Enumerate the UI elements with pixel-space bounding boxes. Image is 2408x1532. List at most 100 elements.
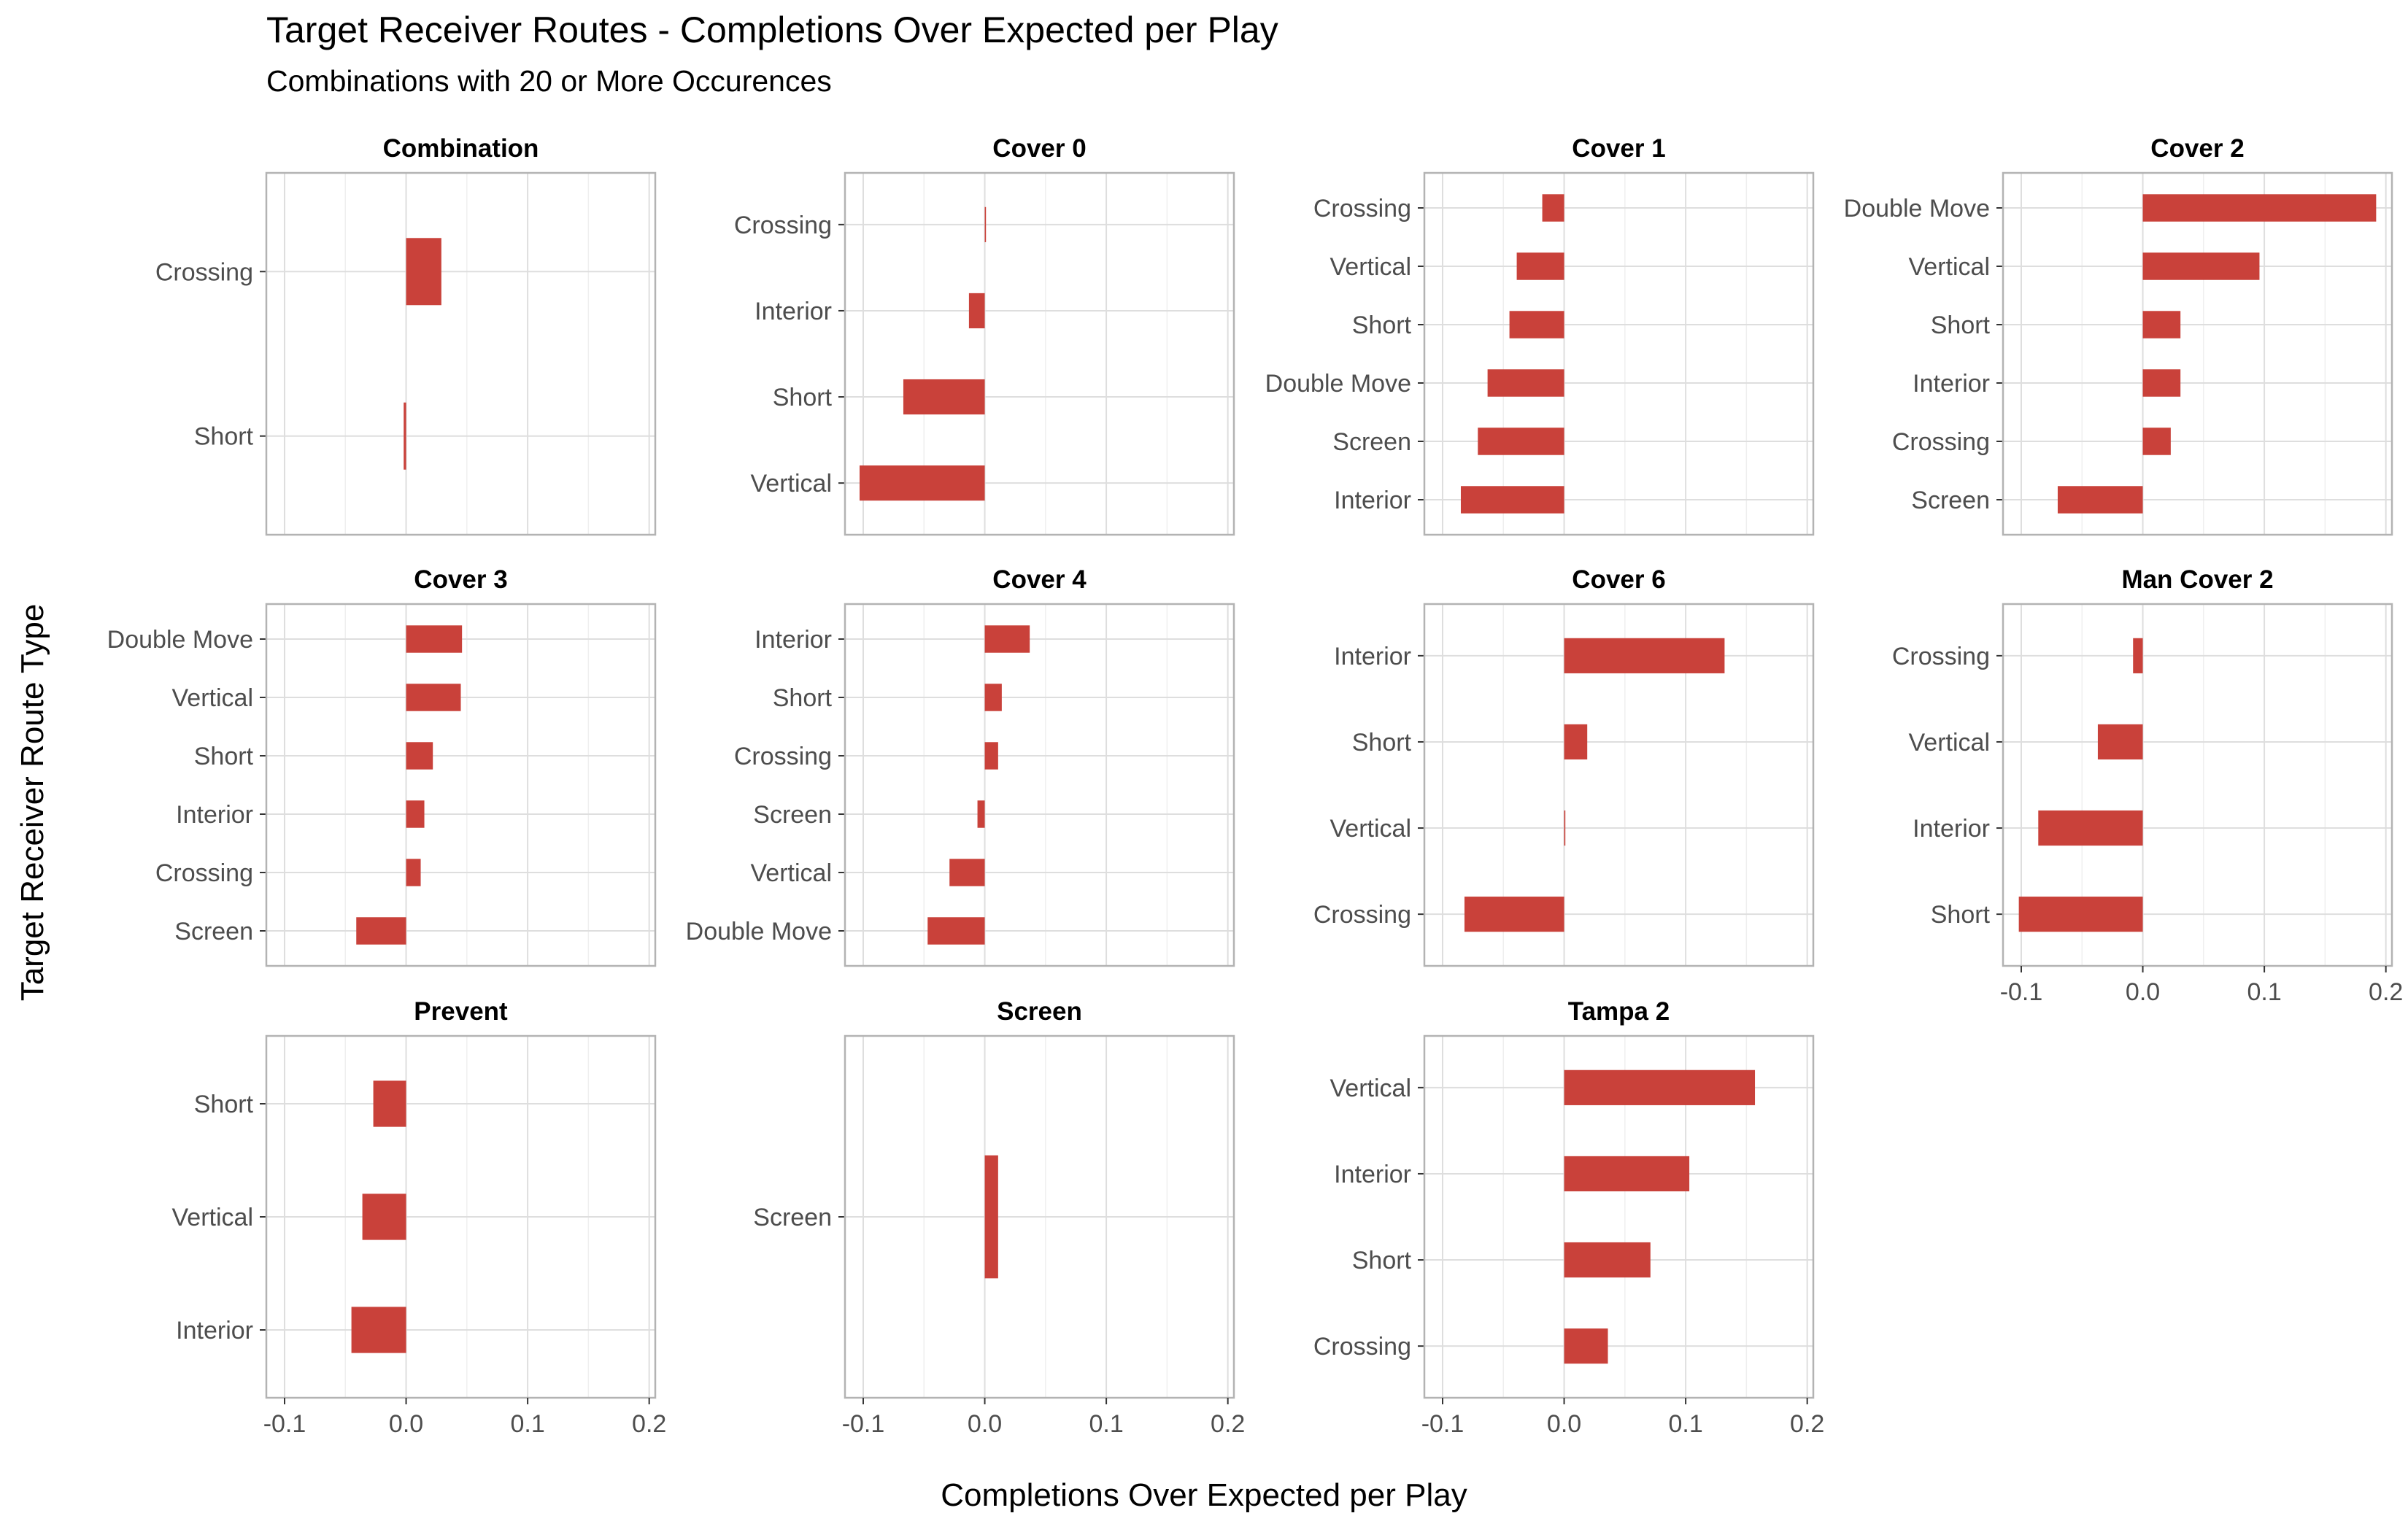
panel-man-cover-2-bar-interior bbox=[2038, 810, 2143, 846]
panel-screen-bar-screen bbox=[984, 1155, 998, 1279]
panel-cover-6-bar-crossing bbox=[1464, 897, 1564, 932]
panel-tampa-2-y-tick-label-crossing: Crossing bbox=[1313, 1333, 1411, 1361]
panel-cover-0-strip-label: Cover 0 bbox=[992, 134, 1086, 163]
panel-cover-3-bar-vertical bbox=[406, 684, 461, 711]
panel-cover-3-bar-screen bbox=[356, 917, 406, 945]
panel-cover-1: Cover 1 Crossing Vertical Short Double Move S… bbox=[1265, 134, 1815, 536]
chart-subtitle: Combinations with 20 or More Occurences bbox=[266, 64, 832, 98]
panel-cover-0-y-tick-label-short: Short bbox=[773, 384, 833, 411]
panel-prevent-bar-short bbox=[373, 1080, 406, 1127]
panel-combination-border bbox=[265, 171, 657, 536]
panel-prevent-x-tick-label-3: 0.2 bbox=[632, 1410, 666, 1438]
panel-tampa-2-border bbox=[1423, 1034, 1815, 1399]
panel-man-cover-2-x-tick-label-1: 0.0 bbox=[2126, 978, 2160, 1006]
panel-cover-1-y-tick-label-short: Short bbox=[1352, 312, 1412, 339]
panel-cover-4-y-tick-label-vertical: Vertical bbox=[751, 859, 833, 887]
panel-combination-y-tick-label-crossing: Crossing bbox=[155, 258, 253, 286]
panel-cover-3: Cover 3 Double Move Vertical Short Interior C… bbox=[107, 565, 657, 967]
panel-man-cover-2-x-tick-label-2: 0.1 bbox=[2247, 978, 2281, 1006]
panel-cover-4-y-tick-label-crossing: Crossing bbox=[734, 743, 832, 770]
panel-cover-1-border bbox=[1423, 171, 1815, 536]
panel-cover-6-y-tick-label-interior: Interior bbox=[1334, 643, 1411, 670]
panel-prevent-y-tick-label-short: Short bbox=[194, 1091, 254, 1118]
panel-cover-6-border bbox=[1423, 603, 1815, 967]
panel-tampa-2-y-tick-label-short: Short bbox=[1352, 1247, 1412, 1274]
panel-prevent-strip-label: Prevent bbox=[414, 997, 508, 1026]
panel-tampa-2-y-tick-label-vertical: Vertical bbox=[1330, 1075, 1412, 1102]
panel-man-cover-2-y-tick-label-short: Short bbox=[1931, 901, 1991, 929]
panel-cover-1-y-tick-label-crossing: Crossing bbox=[1313, 195, 1411, 223]
panel-cover-4-bar-interior bbox=[984, 625, 1030, 653]
panel-cover-4-bar-screen bbox=[977, 800, 985, 828]
panel-tampa-2-bar-interior bbox=[1564, 1156, 1690, 1192]
panel-prevent-x-tick-label-1: 0.0 bbox=[389, 1410, 423, 1438]
panel-cover-4-strip-label: Cover 4 bbox=[992, 565, 1087, 594]
panel-cover-2-bar-crossing bbox=[2142, 428, 2171, 455]
panel-man-cover-2-y-tick-label-interior: Interior bbox=[1913, 815, 1990, 843]
panel-cover-2-bar-vertical bbox=[2142, 252, 2260, 280]
panel-tampa-2-x-tick-label-0: -0.1 bbox=[1421, 1410, 1465, 1438]
panel-cover-4-y-tick-label-interior: Interior bbox=[755, 626, 832, 654]
panel-cover-4-y-tick-label-screen: Screen bbox=[753, 801, 832, 829]
panel-cover-6-bar-short bbox=[1564, 724, 1588, 760]
panel-man-cover-2-bar-crossing bbox=[2133, 638, 2143, 673]
panel-cover-1-bar-short bbox=[1509, 311, 1564, 338]
panel-cover-3-border bbox=[265, 603, 657, 967]
panel-cover-2: Cover 2 Double Move Vertical Short Interior C… bbox=[1844, 134, 2393, 536]
panel-prevent-y-tick-label-interior: Interior bbox=[176, 1317, 253, 1345]
panel-cover-3-y-tick-label-crossing: Crossing bbox=[155, 859, 253, 887]
panel-cover-1-bar-vertical bbox=[1516, 252, 1564, 280]
panel-cover-0-border bbox=[844, 171, 1235, 536]
panel-cover-3-y-tick-label-short: Short bbox=[194, 743, 254, 770]
panel-cover-2-strip-label: Cover 2 bbox=[2150, 134, 2244, 163]
panel-cover-3-y-tick-label-interior: Interior bbox=[176, 801, 253, 829]
panel-tampa-2-x-tick-label-3: 0.2 bbox=[1790, 1410, 1824, 1438]
panel-cover-4-bar-crossing bbox=[984, 742, 998, 770]
panel-tampa-2-x-tick-label-1: 0.0 bbox=[1547, 1410, 1581, 1438]
panel-cover-2-y-tick-label-crossing: Crossing bbox=[1892, 428, 1990, 456]
panel-tampa-2-bar-short bbox=[1564, 1242, 1651, 1278]
panel-cover-1-bar-double-move bbox=[1487, 369, 1564, 397]
panel-cover-1-strip-label: Cover 1 bbox=[1572, 134, 1665, 163]
panel-cover-0-y-tick-label-interior: Interior bbox=[755, 298, 832, 325]
panel-cover-6-bar-vertical bbox=[1564, 810, 1566, 846]
panel-cover-2-bar-interior bbox=[2142, 369, 2181, 397]
panel-cover-4-bar-double-move bbox=[927, 917, 985, 945]
panel-prevent-y-tick-label-vertical: Vertical bbox=[172, 1204, 254, 1231]
panel-cover-4-y-tick-label-short: Short bbox=[773, 684, 833, 712]
panel-cover-2-border bbox=[2002, 171, 2393, 536]
panel-prevent: Prevent Short Vertical Interior -0.1 0.0 0.1 0.… bbox=[172, 997, 667, 1438]
panel-cover-6: Cover 6 Interior Short Vertical Crossing bbox=[1313, 565, 1815, 967]
panel-cover-2-bar-screen bbox=[2057, 486, 2143, 514]
panel-cover-2-y-tick-label-short: Short bbox=[1931, 312, 1991, 339]
panel-cover-2-y-tick-label-vertical: Vertical bbox=[1909, 253, 1991, 281]
panel-screen: Screen Screen -0.1 0.0 0.1 0.2 bbox=[753, 997, 1245, 1438]
panel-cover-2-y-tick-label-double-move: Double Move bbox=[1844, 195, 1990, 223]
panel-cover-1-y-tick-label-screen: Screen bbox=[1332, 428, 1411, 456]
panel-screen-border bbox=[844, 1034, 1235, 1399]
panel-combination-strip-label: Combination bbox=[383, 134, 539, 163]
panel-cover-2-bar-double-move bbox=[2142, 194, 2377, 222]
panel-tampa-2: Tampa 2 Vertical Interior Short Crossing -0.1… bbox=[1313, 997, 1824, 1438]
panel-cover-6-y-tick-label-vertical: Vertical bbox=[1330, 815, 1412, 843]
panel-cover-4-border bbox=[844, 603, 1235, 967]
panel-cover-6-y-tick-label-short: Short bbox=[1352, 729, 1412, 757]
panel-screen-x-tick-label-1: 0.0 bbox=[968, 1410, 1002, 1438]
panel-cover-1-bar-interior bbox=[1460, 486, 1564, 514]
panel-tampa-2-strip-label: Tampa 2 bbox=[1568, 997, 1670, 1026]
panel-cover-0-bar-interior bbox=[968, 293, 985, 329]
panel-cover-4-bar-vertical bbox=[949, 859, 985, 886]
panel-cover-0-bar-short bbox=[903, 379, 985, 415]
panel-cover-4-y-tick-label-double-move: Double Move bbox=[686, 918, 832, 945]
panel-tampa-2-bar-vertical bbox=[1564, 1069, 1756, 1105]
panel-man-cover-2-y-tick-label-vertical: Vertical bbox=[1909, 729, 1991, 757]
panel-tampa-2-y-tick-label-interior: Interior bbox=[1334, 1161, 1411, 1188]
panel-man-cover-2: Man Cover 2 Crossing Vertical Interior Short… bbox=[1892, 565, 2403, 1006]
panel-man-cover-2-y-tick-label-crossing: Crossing bbox=[1892, 643, 1990, 670]
panel-prevent-x-tick-label-0: -0.1 bbox=[263, 1410, 306, 1438]
panel-screen-x-tick-label-0: -0.1 bbox=[842, 1410, 885, 1438]
panel-combination: Combination Crossing Short bbox=[155, 134, 657, 536]
panel-man-cover-2-x-tick-label-0: -0.1 bbox=[2000, 978, 2043, 1006]
